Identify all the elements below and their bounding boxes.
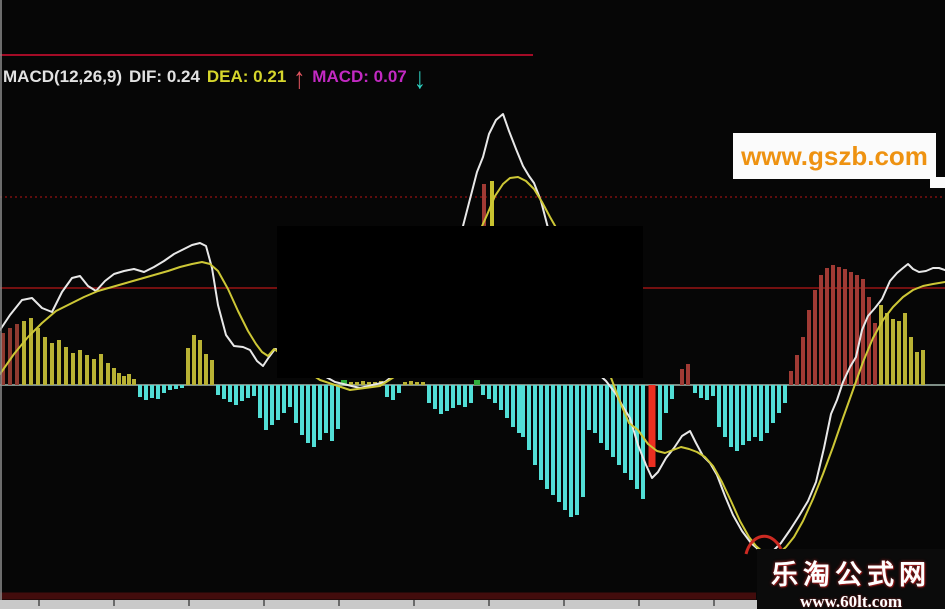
axis-tick [638, 600, 640, 606]
axis-tick [563, 600, 565, 606]
indicator-name: MACD(12,26,9) [3, 67, 123, 86]
axis-tick [713, 600, 715, 606]
axis-tick [413, 600, 415, 606]
axis-tick [38, 600, 40, 606]
watermark-banner: www.gszb.com [733, 133, 936, 179]
down-arrow-icon: ↓ [413, 61, 426, 96]
indicator-header: MACD(12,26,9) DIF: 0.24 DEA: 0.21 ↑ MACD… [3, 63, 433, 93]
up-arrow-icon: ↑ [293, 61, 306, 96]
dif-value: DIF: 0.24 [129, 67, 200, 86]
macd-value: MACD: 0.07 [312, 67, 407, 86]
watermark-banner-lip [930, 177, 945, 188]
axis-tick [188, 600, 190, 606]
axis-tick [263, 600, 265, 606]
panel-left-border [0, 0, 2, 600]
brand-watermark-box: 乐淘公式网 www.60lt.com [757, 549, 945, 609]
dea-value: DEA: 0.21 [206, 67, 287, 86]
brand-url: www.60lt.com [800, 592, 902, 609]
watermark-banner-url: www.gszb.com [741, 140, 928, 171]
bottom-axis-strip[interactable] [0, 600, 757, 609]
axis-tick [338, 600, 340, 606]
brand-name: 乐淘公式网 [771, 560, 931, 590]
axis-tick [488, 600, 490, 606]
axis-tick [113, 600, 115, 606]
